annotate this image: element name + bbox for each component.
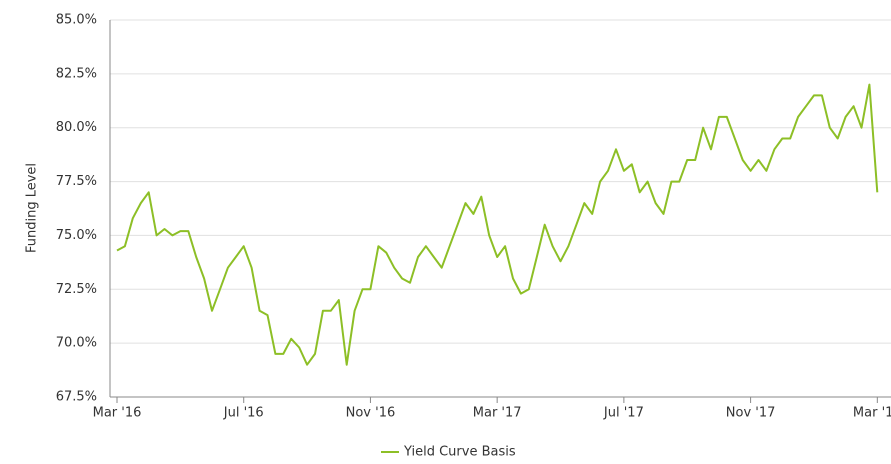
y-tick-label: 85.0% (56, 13, 97, 28)
data-line (116, 83, 879, 366)
x-tick-label: Nov '16 (346, 406, 396, 421)
x-tick-label: Jul '16 (223, 406, 264, 421)
y-tick-label: 82.5% (56, 66, 97, 81)
y-tick-label: 72.5% (56, 282, 97, 297)
y-tick-label: 67.5% (56, 390, 97, 405)
y-tick-label: 70.0% (56, 336, 97, 351)
x-tick-label: Jul '17 (603, 406, 644, 421)
legend-label: Yield Curve Basis (403, 445, 516, 460)
y-tick-label: 77.5% (56, 174, 97, 189)
y-tick-label: 75.0% (56, 228, 97, 243)
x-tick-label: Mar '16 (93, 406, 142, 421)
x-tick-label: Mar '17 (473, 406, 522, 421)
x-tick-label: Mar '18 (853, 406, 891, 421)
y-tick-label: 80.0% (56, 120, 97, 135)
y-axis-label: Funding Level (25, 163, 40, 253)
x-tick-label: Nov '17 (726, 406, 776, 421)
